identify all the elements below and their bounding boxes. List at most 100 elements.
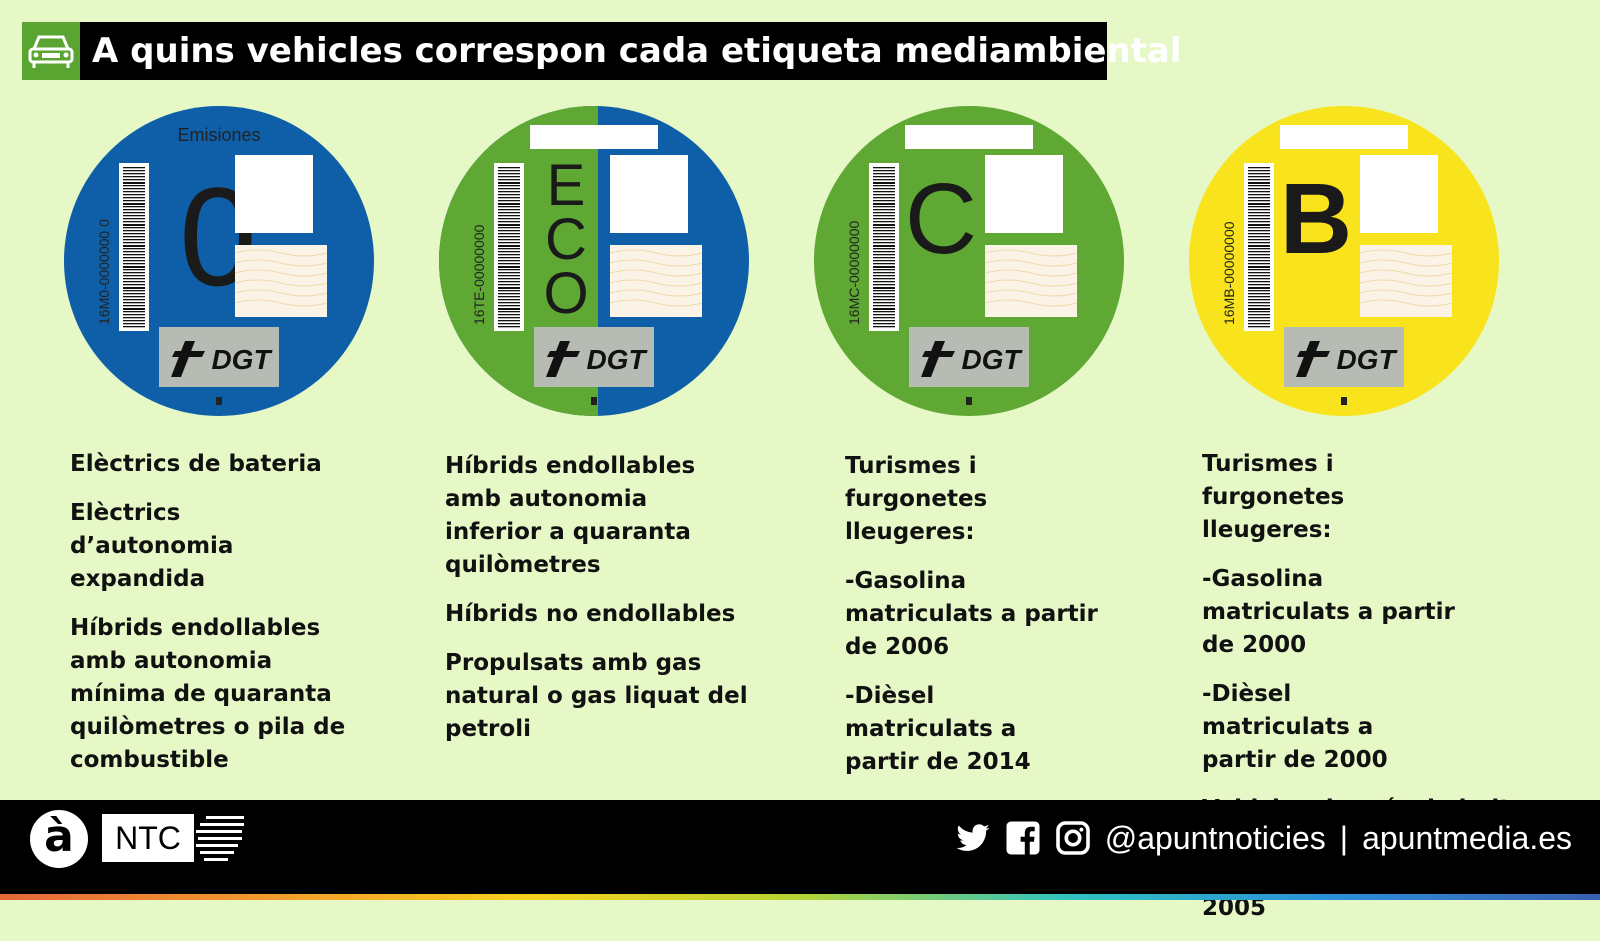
barcode-bar	[1248, 227, 1270, 229]
sticker-letter: E	[547, 153, 586, 218]
barcode-bar	[123, 176, 145, 178]
barcode-bar	[1248, 290, 1270, 292]
barcode-bar	[498, 236, 520, 238]
barcode-bar	[498, 257, 520, 259]
barcode-bar	[498, 233, 520, 235]
barcode-bar	[873, 227, 895, 229]
barcode-bar	[498, 263, 520, 265]
hologram-wave	[234, 299, 328, 307]
barcode-bar	[873, 194, 895, 196]
barcode-bar	[123, 302, 145, 304]
hologram-wave	[1359, 259, 1453, 267]
instagram-icon[interactable]	[1055, 820, 1091, 856]
barcode-bar	[873, 284, 895, 286]
category-text: Elèctrics de bateria	[70, 451, 322, 477]
barcode-bar	[873, 323, 895, 325]
barcode-bar	[498, 179, 520, 181]
barcode-bar	[123, 167, 145, 169]
barcode-bar	[1248, 317, 1270, 319]
barcode-bar	[498, 260, 520, 262]
barcode-bar	[873, 200, 895, 202]
barcode-bar	[123, 260, 145, 262]
hologram-wave	[609, 279, 703, 287]
website-link[interactable]: apuntmedia.es	[1362, 819, 1572, 856]
facebook-icon[interactable]	[1005, 820, 1041, 856]
barcode-bar	[1248, 251, 1270, 253]
hologram-wave	[1359, 269, 1453, 277]
category-text: -Gasolina matriculats a partir de 2006	[845, 568, 1098, 660]
hologram-wave	[609, 299, 703, 307]
crown-mark-icon	[1341, 397, 1347, 405]
barcode-bar	[498, 206, 520, 208]
sticker-code: 16MB-00000000	[1221, 221, 1237, 325]
barcode-bar	[873, 191, 895, 193]
barcode-bar	[873, 245, 895, 247]
ntc-stripes-icon	[196, 816, 244, 861]
hologram-wave	[1359, 289, 1453, 297]
barcode-bar	[873, 302, 895, 304]
barcode-bar	[498, 224, 520, 226]
barcode-bar	[1248, 275, 1270, 277]
apunt-logo[interactable]: à	[30, 810, 88, 868]
barcode-bar	[873, 209, 895, 211]
barcode-bar	[123, 206, 145, 208]
barcode-bar	[498, 197, 520, 199]
barcode-bar	[1248, 299, 1270, 301]
barcode-bar	[1248, 236, 1270, 238]
hologram-wave	[609, 259, 703, 267]
barcode-bar	[123, 236, 145, 238]
barcode-bar	[498, 281, 520, 283]
barcode-bar	[123, 209, 145, 211]
crown-mark-icon	[966, 397, 972, 405]
barcode-bar	[873, 311, 895, 313]
car-icon	[22, 22, 80, 80]
barcode-bar	[123, 179, 145, 181]
category-text: -Dièsel matriculats a partir de 2000	[1202, 681, 1388, 773]
sticker-letter: O	[543, 261, 588, 326]
barcode-bar	[498, 320, 520, 322]
hologram-wave	[984, 279, 1078, 287]
social-handle[interactable]: @apuntnoticies	[1104, 819, 1326, 856]
barcode-bar	[123, 263, 145, 265]
dgt-brand: DGT	[961, 344, 1023, 375]
barcode-bar	[498, 167, 520, 169]
hologram-wave	[234, 249, 328, 257]
barcode-bar	[498, 230, 520, 232]
category-text: Híbrids endollables amb autonomia inferi…	[445, 453, 696, 578]
barcode-bar	[1248, 284, 1270, 286]
ntc-logo[interactable]: NTC	[102, 814, 194, 862]
hologram-wave	[609, 269, 703, 277]
barcode-bar	[1248, 209, 1270, 211]
dgt-emblem-icon	[1296, 341, 1330, 377]
twitter-icon[interactable]	[955, 820, 991, 856]
barcode-bar	[873, 182, 895, 184]
category-text: Híbrids endollables amb autonomia mínima…	[70, 615, 346, 773]
category-text: Propulsats amb gas natural o gas liquat …	[445, 650, 748, 742]
barcode-bar	[1248, 218, 1270, 220]
barcode-bar	[873, 278, 895, 280]
white-square	[235, 155, 313, 233]
barcode-bar	[123, 248, 145, 250]
barcode-bar	[498, 191, 520, 193]
barcode-bar	[873, 287, 895, 289]
barcode-bar	[123, 278, 145, 280]
barcode-bar	[498, 200, 520, 202]
barcode-bar	[123, 218, 145, 220]
barcode-bar	[123, 242, 145, 244]
dgt-brand: DGT	[1336, 344, 1398, 375]
barcode-bar	[498, 314, 520, 316]
barcode-bar	[1248, 185, 1270, 187]
barcode-bar	[1248, 191, 1270, 193]
barcode-bar	[123, 311, 145, 313]
barcode-bar	[498, 269, 520, 271]
hologram-wave	[234, 289, 328, 297]
dgt-emblem-icon	[921, 341, 955, 377]
social-links: @apuntnoticies | apuntmedia.es	[955, 814, 1572, 862]
barcode-bar	[873, 251, 895, 253]
barcode-bar	[873, 233, 895, 235]
sticker-c: 16MC-00000000 C DGT	[814, 106, 1124, 416]
sticker-header: Emisiones	[177, 125, 260, 145]
barcode-bar	[123, 323, 145, 325]
barcode-bar	[873, 299, 895, 301]
